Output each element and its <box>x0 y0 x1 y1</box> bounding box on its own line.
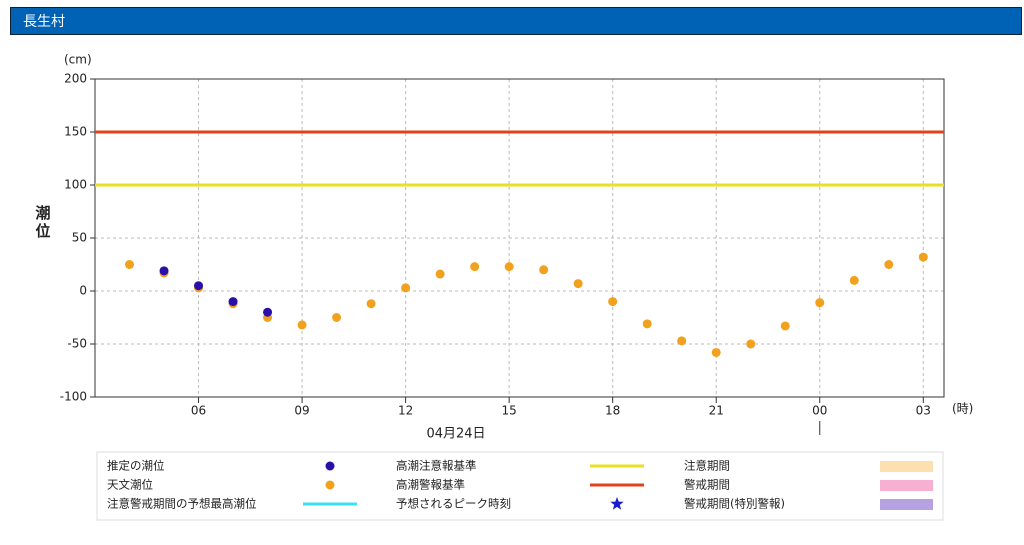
x-tick-label: 15 <box>502 404 517 418</box>
legend-symbol <box>880 480 933 491</box>
legend-label: 注意警戒期間の予想最高潮位 <box>107 497 257 511</box>
data-point <box>263 307 273 317</box>
y-tick-label: -100 <box>60 390 87 404</box>
y-tick-label: 50 <box>72 231 87 245</box>
x-tick-label: 00 <box>812 404 827 418</box>
data-point <box>849 275 859 285</box>
date-label: 04月24日 <box>426 427 485 442</box>
data-point <box>677 336 687 346</box>
data-point <box>435 269 445 279</box>
y-tick-label: 150 <box>64 125 87 139</box>
legend-label: 天文潮位 <box>107 478 153 492</box>
x-tick-label: 09 <box>294 404 309 418</box>
data-point <box>125 260 135 269</box>
data-point <box>228 297 238 307</box>
legend-label: 推定の潮位 <box>107 459 165 473</box>
x-tick-label: 18 <box>605 404 620 418</box>
y-tick-label: 100 <box>64 178 87 192</box>
data-point <box>815 298 825 308</box>
data-point <box>401 283 411 293</box>
x-tick-label: 12 <box>398 404 413 418</box>
data-point <box>918 252 928 262</box>
data-point <box>884 260 894 269</box>
legend-label: 警戒期間 <box>684 478 730 492</box>
legend-box <box>96 451 944 521</box>
data-point <box>194 281 204 291</box>
data-point <box>504 262 514 272</box>
x-tick-label: 06 <box>191 404 206 418</box>
legend-label: 高潮注意報基準 <box>396 459 477 473</box>
data-point <box>539 265 549 275</box>
y-unit: (cm) <box>64 53 92 67</box>
data-point <box>573 279 583 289</box>
x-unit: (時) <box>952 402 973 416</box>
legend-label: 注意期間 <box>684 459 730 473</box>
data-point <box>332 313 342 322</box>
legend-symbol <box>610 497 624 510</box>
y-axis-label: 潮位 <box>34 204 52 241</box>
header-title: 長生村 <box>10 7 1022 35</box>
x-tick-label: 21 <box>709 404 724 418</box>
data-point <box>470 262 480 272</box>
data-point <box>366 299 376 309</box>
data-point <box>297 320 307 330</box>
data-point <box>780 321 790 331</box>
legend-label: 警戒期間(特別警報) <box>684 497 785 511</box>
data-point <box>711 347 721 357</box>
x-tick-label: 03 <box>916 404 931 418</box>
data-point <box>746 339 756 349</box>
legend-symbol <box>880 499 933 510</box>
legend-symbol <box>325 480 335 490</box>
y-tick-label: 200 <box>64 72 87 86</box>
legend-label: 高潮警報基準 <box>396 478 465 492</box>
data-point <box>608 297 618 307</box>
legend-symbol <box>880 461 933 472</box>
legend-label: 予想されるピーク時刻 <box>396 497 511 511</box>
data-point <box>642 319 652 329</box>
plot-frame <box>94 78 945 398</box>
data-point <box>159 266 169 276</box>
y-tick-label: -50 <box>67 337 87 351</box>
y-tick-label: 0 <box>79 284 87 298</box>
legend-symbol <box>325 461 335 471</box>
